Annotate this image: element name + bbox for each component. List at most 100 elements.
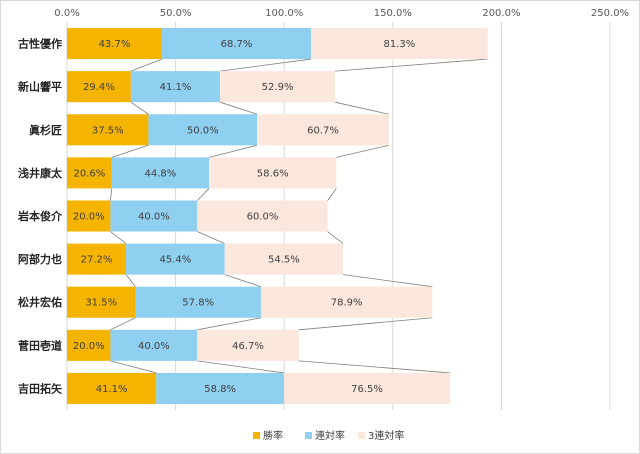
bar-segment [67, 157, 112, 189]
bar-segment [67, 286, 136, 318]
data-label: 60.0% [247, 212, 279, 223]
x-tick-label: 200.0% [482, 8, 520, 19]
series-line [125, 274, 136, 287]
data-label: 58.6% [257, 168, 289, 179]
data-label: 54.5% [268, 255, 300, 266]
series-line [110, 317, 136, 331]
bar-segment [135, 286, 261, 318]
x-tick-label: 150.0% [374, 8, 412, 19]
legend-label: 勝率 [263, 429, 283, 442]
data-label: 60.7% [307, 125, 339, 136]
series-line [130, 101, 149, 115]
bar-segment [197, 200, 328, 232]
bar-segment [260, 286, 433, 318]
data-label: 46.7% [232, 341, 264, 352]
bar-segment [257, 114, 389, 146]
data-label: 31.5% [85, 298, 117, 309]
series-line [327, 188, 337, 201]
bars [67, 28, 488, 404]
series-line [334, 58, 488, 72]
data-label: 40.0% [138, 341, 170, 352]
bar-segment [130, 71, 221, 103]
bar-segment [283, 372, 451, 404]
data-label: 43.7% [99, 39, 131, 50]
legend: 勝率 連対率 3連対率 [253, 429, 404, 442]
x-tick-label: 50.0% [160, 8, 192, 19]
series-line [197, 317, 262, 331]
bar-segment [67, 372, 157, 404]
data-label: 41.1% [160, 82, 192, 93]
series-line [224, 274, 262, 288]
category-label: 新山響平 [18, 80, 62, 94]
category-label: 菅田壱道 [18, 338, 62, 352]
bar-segment [209, 157, 337, 189]
data-label: 45.4% [159, 255, 191, 266]
bar-segment [67, 243, 127, 275]
series-line [298, 317, 433, 331]
series-line [110, 188, 113, 201]
series-line [343, 274, 433, 288]
bar-segment [67, 28, 162, 60]
data-label: 20.0% [73, 212, 105, 223]
series-line [334, 101, 389, 115]
data-label: 44.8% [145, 168, 177, 179]
x-tick-label: 100.0% [265, 8, 303, 19]
bar-segment [220, 71, 336, 103]
legend-swatch [253, 432, 260, 439]
bar-segment [224, 243, 344, 275]
data-label: 41.1% [96, 384, 128, 395]
category-label: 吉田拓矢 [18, 381, 63, 395]
data-label: 68.7% [221, 39, 253, 50]
series-line [197, 360, 285, 374]
series-line [111, 144, 149, 158]
data-labels: 43.7% 68.7% 81.3% 29.4% 41.1% 52.9% 37.5% 50.0%… [73, 39, 415, 395]
bar-segment [148, 114, 258, 146]
bar-segment [110, 329, 198, 361]
category-label: 眞杉匠 [29, 123, 62, 137]
bar-segment [67, 329, 111, 361]
bar-segment [126, 243, 225, 275]
series-line [130, 58, 163, 72]
category-label: 阿部力也 [18, 252, 62, 266]
bar-segment [67, 71, 131, 103]
series-line [327, 231, 344, 244]
x-tick-label: 0.0% [54, 8, 79, 19]
series-line [220, 101, 258, 115]
data-label: 40.0% [138, 212, 170, 223]
bar-segment [161, 28, 312, 60]
category-label: 松井宏佑 [18, 295, 62, 309]
data-label: 58.8% [204, 384, 236, 395]
series-line [208, 144, 258, 158]
x-axis-ticks: 0.0% 50.0% 100.0% 150.0% 200.0% 250.0% [54, 8, 629, 19]
x-tick-label: 250.0% [591, 8, 629, 19]
data-label: 37.5% [92, 125, 124, 136]
data-label: 76.5% [351, 384, 383, 395]
data-label: 50.0% [187, 125, 219, 136]
bar-segment [156, 372, 284, 404]
bar-segment [311, 28, 488, 60]
category-label: 古性優作 [18, 37, 62, 51]
data-label: 78.9% [331, 298, 363, 309]
data-label: 20.6% [73, 168, 105, 179]
bar-segment [110, 200, 198, 232]
category-label: 浅井康太 [18, 166, 63, 180]
data-label: 20.0% [73, 341, 105, 352]
series-line [197, 231, 225, 244]
series-line [336, 144, 389, 158]
series-line [110, 360, 157, 374]
data-label: 52.9% [262, 82, 294, 93]
bar-segment [67, 114, 149, 146]
data-label: 29.4% [83, 82, 115, 93]
legend-label: 3連対率 [368, 429, 404, 442]
series-line [220, 58, 312, 72]
series-line [110, 231, 127, 244]
data-label: 57.8% [182, 298, 214, 309]
legend-swatch [358, 432, 365, 439]
data-label: 27.2% [81, 255, 113, 266]
category-label: 岩本俊介 [17, 209, 63, 223]
legend-label: 連対率 [315, 429, 345, 442]
data-label: 81.3% [384, 39, 416, 50]
bar-segment [67, 200, 111, 232]
